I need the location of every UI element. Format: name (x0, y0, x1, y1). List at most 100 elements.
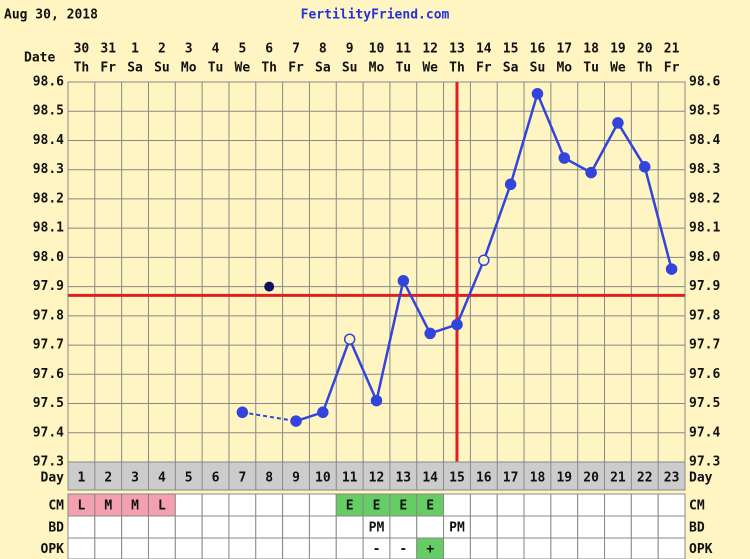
date-label: 7 (292, 42, 300, 57)
row-cell (469, 515, 498, 539)
temp-point (585, 166, 597, 179)
date-label: 17 (556, 42, 572, 57)
day-number: 3 (131, 471, 139, 486)
day-number: 5 (185, 471, 193, 486)
row-cell (604, 515, 632, 539)
row-cell (523, 493, 552, 517)
day-number: 18 (530, 471, 546, 486)
y-tick-label-right: 97.5 (689, 396, 720, 411)
date-label: 30 (74, 42, 90, 57)
weekday-label: Fr (100, 61, 116, 76)
row-cell (308, 515, 337, 539)
row-cell (147, 537, 176, 559)
row-cell (335, 515, 364, 539)
row-cell (657, 515, 686, 539)
temp-point (504, 178, 517, 191)
row-cell (94, 515, 123, 539)
temp-point (639, 161, 651, 173)
row-cell (550, 537, 579, 559)
day-number: 12 (369, 471, 385, 486)
weekday-label: Sa (127, 61, 143, 76)
row-cell (282, 493, 310, 517)
day-number: 8 (265, 471, 273, 486)
day-label-right: Day (689, 471, 713, 486)
date-label: 31 (100, 42, 116, 57)
row-cell (255, 537, 284, 559)
row-cell-text: E (346, 499, 354, 514)
y-tick-label-right: 98.4 (689, 133, 720, 148)
row-cell-text: PM (449, 521, 465, 536)
row-cell (496, 537, 525, 559)
date-label: 10 (369, 42, 385, 57)
weekday-label: Sa (315, 61, 331, 76)
y-tick-label-right: 98.5 (689, 104, 720, 119)
y-tick-label-right: 98.0 (689, 250, 720, 265)
row-cell (201, 537, 230, 559)
day-number: 13 (395, 471, 411, 486)
temp-point (397, 275, 410, 287)
row-cell (335, 537, 364, 559)
weekday-label: Tu (208, 61, 224, 76)
row-cell (443, 493, 471, 517)
row-cell (282, 515, 310, 539)
chart-date: Aug 30, 2018 (4, 8, 98, 23)
y-tick-label: 97.4 (33, 425, 64, 440)
date-label: 15 (503, 42, 519, 57)
row-label: BD (48, 521, 64, 536)
row-cell-text: PM (369, 521, 385, 536)
day-number: 14 (422, 471, 438, 486)
day-number: 2 (104, 471, 112, 486)
date-label: 16 (530, 42, 546, 57)
y-tick-label: 98.0 (33, 250, 64, 265)
row-cell (550, 493, 579, 517)
y-tick-label-right: 97.3 (689, 455, 720, 470)
weekday-label: Fr (288, 61, 304, 76)
row-label: CM (48, 499, 64, 514)
temp-point (478, 254, 490, 267)
row-cell-text: E (373, 499, 381, 514)
date-label: 12 (422, 42, 438, 57)
row-cell (255, 493, 284, 517)
day-number: 23 (664, 471, 680, 486)
weekday-label: Th (261, 61, 277, 76)
weekday-label: Fr (664, 61, 680, 76)
date-label: 14 (476, 42, 492, 57)
temp-point (370, 394, 383, 407)
y-tick-label-right: 97.9 (689, 279, 720, 294)
row-cell (67, 515, 96, 539)
row-cell (550, 515, 579, 539)
row-cell (469, 537, 498, 559)
date-label: 6 (265, 42, 273, 57)
day-number: 22 (637, 471, 653, 486)
weekday-label: Th (74, 61, 90, 76)
row-cell-text: - (399, 542, 407, 557)
row-cell (282, 537, 310, 559)
temp-point (531, 87, 544, 100)
day-number: 17 (503, 471, 519, 486)
date-label: 21 (664, 42, 680, 57)
row-label-right: CM (689, 499, 705, 514)
day-number: 10 (315, 471, 331, 486)
weekday-label: Mo (181, 61, 197, 76)
date-label: 9 (346, 42, 354, 57)
row-cell (228, 515, 257, 539)
weekday-label: Tu (583, 61, 599, 76)
date-label: 3 (185, 42, 193, 57)
discarded-point (264, 281, 275, 292)
row-cell-text: M (131, 499, 139, 514)
row-cell (416, 515, 445, 539)
y-tick-label: 97.3 (33, 455, 64, 470)
y-tick-label: 98.2 (33, 191, 64, 206)
weekday-label: Fr (476, 61, 492, 76)
date-label: 20 (637, 42, 653, 57)
y-tick-label: 98.3 (33, 162, 64, 177)
row-cell (228, 493, 257, 517)
y-tick-label: 97.9 (33, 279, 64, 294)
row-cell (657, 537, 686, 559)
weekday-label: Tu (395, 61, 411, 76)
y-tick-label-right: 98.3 (689, 162, 720, 177)
date-label: 18 (583, 42, 599, 57)
date-label: 2 (158, 42, 166, 57)
